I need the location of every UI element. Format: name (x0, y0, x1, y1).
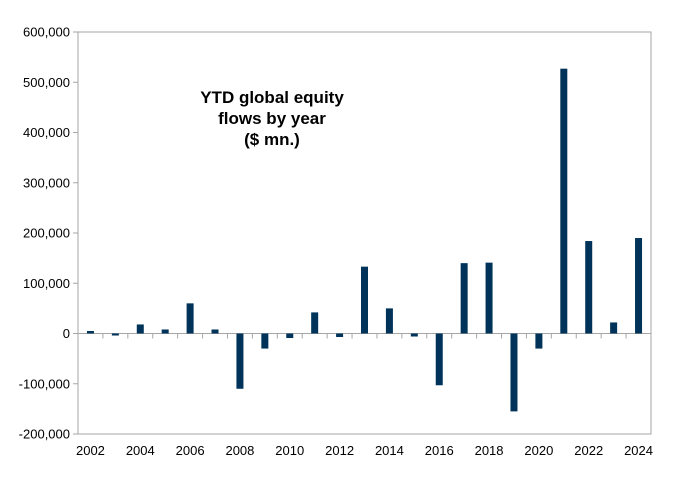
x-tick-label: 2010 (275, 443, 304, 458)
x-tick-label: 2018 (475, 443, 504, 458)
y-tick-label: 500,000 (23, 75, 70, 90)
bars (86, 68, 643, 412)
chart-title-line-1: YTD global equity (200, 88, 344, 107)
bar-2003 (111, 333, 119, 336)
bar-2011 (311, 312, 319, 334)
x-axis: 2002 2004 2006 2008 2010 2012 2014 2016 2018 2020… (76, 333, 653, 458)
bar-2009 (261, 333, 269, 349)
bar-2015 (410, 333, 418, 337)
bar-2017 (460, 263, 468, 334)
bar-2013 (361, 266, 368, 334)
y-tick-label: 400,000 (23, 125, 70, 140)
bar-2007 (211, 329, 219, 334)
bar-2014 (385, 308, 393, 334)
bar-2005 (161, 329, 169, 334)
x-tick-label: 2024 (624, 443, 653, 458)
chart-title-line-3: ($ mn.) (244, 130, 300, 149)
bar-2024 (635, 238, 643, 334)
bar-2002 (86, 330, 94, 334)
x-tick-label: 2012 (325, 443, 354, 458)
y-tick-label: 300,000 (23, 175, 70, 190)
x-tick-label: 2008 (225, 443, 254, 458)
bar-2022 (585, 241, 593, 334)
y-tick-label: -100,000 (19, 376, 70, 391)
y-axis: 600,000 500,000 400,000 300,000 200,000 100,0… (19, 25, 78, 442)
x-tick-label: 2002 (76, 443, 105, 458)
bar-2012 (336, 333, 344, 338)
bar-2021 (560, 68, 568, 334)
x-tick-label: 2006 (176, 443, 205, 458)
bar-2019 (510, 333, 518, 412)
y-tick-label: 100,000 (23, 276, 70, 291)
x-tick-label: 2020 (524, 443, 553, 458)
bar-2020 (535, 333, 543, 349)
y-tick-label: 600,000 (23, 25, 70, 40)
y-tick-label: -200,000 (19, 427, 70, 442)
bar-2008 (236, 333, 244, 389)
y-tick-label: 200,000 (23, 226, 70, 241)
bar-2016 (435, 333, 443, 386)
bar-2023 (610, 322, 618, 334)
bar-2004 (136, 324, 144, 334)
y-tick-label: 0 (63, 326, 70, 341)
x-tick-label: 2016 (425, 443, 454, 458)
bar-2006 (186, 303, 194, 334)
x-tick-label: 2004 (126, 443, 155, 458)
bar-2018 (485, 262, 493, 334)
x-tick-label: 2014 (375, 443, 404, 458)
chart-title-line-2: flows by year (218, 109, 326, 128)
x-tick-label: 2022 (574, 443, 603, 458)
bar-2010 (286, 333, 294, 339)
